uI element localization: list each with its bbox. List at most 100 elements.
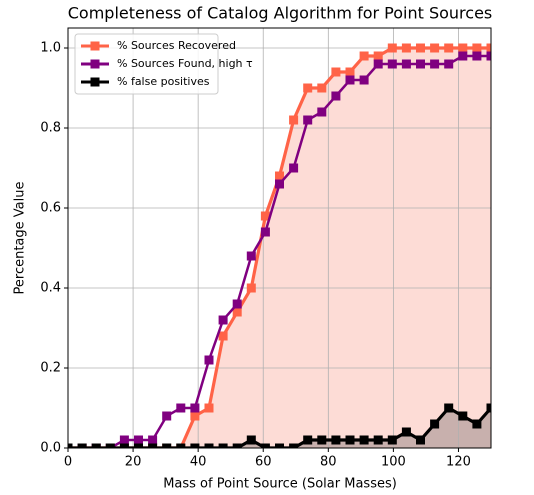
marker (359, 51, 369, 61)
marker (415, 43, 425, 53)
marker (176, 443, 186, 448)
y-tick-label: 0.0 (40, 441, 61, 456)
chart-title: Completeness of Catalog Algorithm for Po… (68, 4, 493, 23)
y-axis-label: Percentage Value (13, 182, 28, 295)
marker (444, 59, 454, 69)
marker (91, 443, 101, 448)
axes-frame (67, 27, 492, 449)
marker (77, 443, 87, 448)
legend-marker (90, 41, 100, 51)
marker (401, 59, 411, 69)
marker (134, 435, 144, 445)
marker (486, 51, 491, 61)
marker (430, 419, 440, 429)
marker (275, 443, 284, 448)
marker (415, 435, 425, 445)
marker (204, 403, 214, 413)
marker (303, 83, 313, 93)
marker (303, 115, 313, 125)
legend-marker (90, 59, 100, 69)
marker (444, 403, 454, 413)
marker (458, 43, 468, 53)
marker (387, 435, 397, 445)
marker (190, 403, 200, 413)
marker (176, 403, 186, 413)
fills (68, 48, 491, 448)
marker (331, 91, 341, 101)
marker (317, 107, 327, 117)
marker (246, 283, 256, 293)
marker (359, 435, 369, 445)
marker (486, 43, 491, 53)
y-tick-label: 0.2 (40, 361, 61, 376)
marker (345, 435, 355, 445)
marker (148, 435, 158, 445)
marker (204, 443, 214, 448)
x-tick-label: 60 (255, 455, 272, 470)
marker (260, 443, 270, 448)
legend-label: % Sources Found, high τ (117, 57, 253, 70)
marker (359, 75, 369, 85)
x-tick-label: 0 (64, 455, 72, 470)
marker (472, 419, 482, 429)
marker (190, 443, 200, 448)
marker (162, 411, 172, 421)
marker (458, 51, 468, 61)
marker (430, 43, 440, 53)
marker (134, 443, 144, 448)
marker (275, 179, 284, 189)
marker (105, 443, 115, 448)
marker (218, 331, 228, 341)
y-tick-label: 0.4 (40, 281, 61, 296)
marker (444, 43, 454, 53)
marker (387, 43, 397, 53)
marker (331, 67, 341, 77)
marker (373, 59, 383, 69)
x-tick-label: 80 (320, 455, 337, 470)
marker (458, 411, 468, 421)
marker (232, 307, 242, 317)
y-tick-label: 0.6 (40, 201, 61, 216)
marker (204, 355, 214, 365)
marker (119, 443, 129, 448)
marker (401, 43, 411, 53)
area-fill (68, 48, 491, 448)
marker (218, 315, 228, 325)
marker (331, 435, 341, 445)
marker (289, 115, 299, 125)
legend-label: % Sources Recovered (117, 39, 236, 52)
marker (472, 43, 482, 53)
x-tick-label: 100 (381, 455, 406, 470)
marker (162, 443, 172, 448)
marker (303, 435, 313, 445)
marker (373, 435, 383, 445)
lines (68, 43, 491, 448)
marker (373, 51, 383, 61)
marker (401, 427, 411, 437)
marker (260, 211, 270, 221)
marker (289, 163, 299, 173)
marker (486, 403, 491, 413)
x-axis-label: Mass of Point Source (Solar Masses) (163, 477, 397, 492)
marker (317, 435, 327, 445)
marker (232, 443, 242, 448)
legend-box (74, 33, 219, 95)
marker (260, 227, 270, 237)
marker (345, 75, 355, 85)
marker (415, 59, 425, 69)
marker (232, 299, 242, 309)
y-tick-label: 0.8 (40, 121, 61, 136)
marker (190, 411, 200, 421)
marker (317, 83, 327, 93)
marker (246, 435, 256, 445)
x-tick-label: 20 (125, 455, 142, 470)
marker (218, 443, 228, 448)
marker (275, 171, 284, 181)
marker (472, 51, 482, 61)
marker (289, 443, 299, 448)
marker (430, 59, 440, 69)
marker (68, 443, 73, 448)
x-tick-label: 40 (190, 455, 207, 470)
x-tick-label: 120 (446, 455, 471, 470)
